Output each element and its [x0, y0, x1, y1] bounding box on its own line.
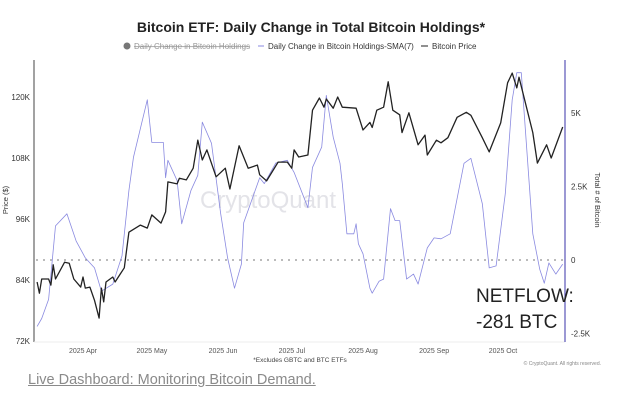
x-tick-label: 2025 Jul [279, 348, 306, 355]
legend-dot-icon [123, 42, 131, 50]
x-tick-label: 2025 Aug [348, 348, 378, 355]
left-tick-label: 120K [11, 93, 30, 102]
left-axis-label: Price ($) [1, 185, 10, 214]
netflow-value: -281 BTC [476, 312, 557, 333]
sma-line [36, 72, 564, 327]
left-tick-label: 72K [16, 337, 31, 346]
netflow-label: NETFLOW: [476, 286, 574, 307]
right-tick-label: 2.5K [571, 183, 588, 192]
x-tick-label: 2025 Sep [419, 348, 449, 355]
copyright: © CryptoQuant. All rights reserved. [524, 360, 601, 367]
left-tick-label: 108K [11, 154, 30, 163]
x-tick-label: 2025 Jun [209, 348, 238, 355]
x-tick-label: 2025 Apr [69, 348, 98, 355]
left-tick-label: 84K [16, 276, 31, 285]
right-tick-label: 0 [571, 256, 576, 265]
legend-item-daily-change[interactable]: Daily Change in Bitcoin Holdings [134, 42, 250, 51]
legend-item-sma[interactable]: Daily Change in Bitcoin Holdings-SMA(7) [268, 42, 414, 51]
watermark: CryptoQuant [200, 187, 336, 214]
bitcoin-price-line [36, 72, 564, 319]
footnote: *Excludes GBTC and BTC ETFs [253, 357, 347, 364]
live-dashboard-link[interactable]: Live Dashboard: Monitoring Bitcoin Deman… [28, 372, 316, 388]
right-axis-label: Total # of Bitcoin [593, 172, 602, 227]
legend-item-price[interactable]: Bitcoin Price [432, 42, 477, 51]
right-tick-label: -2.5K [571, 330, 591, 339]
left-tick-label: 96K [16, 215, 31, 224]
x-tick-label: 2025 Oct [489, 348, 517, 355]
legend: Daily Change in Bitcoin Holdings Daily C… [123, 42, 477, 51]
right-tick-label: 5K [571, 109, 581, 118]
chart-title: Bitcoin ETF: Daily Change in Total Bitco… [137, 19, 486, 35]
x-tick-label: 2025 May [136, 348, 167, 355]
